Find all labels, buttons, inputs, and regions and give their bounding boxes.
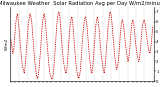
Y-axis label: W/m2: W/m2: [5, 38, 9, 50]
Title: Milwaukee Weather  Solar Radiation Avg per Day W/m2/minute: Milwaukee Weather Solar Radiation Avg pe…: [0, 1, 160, 6]
